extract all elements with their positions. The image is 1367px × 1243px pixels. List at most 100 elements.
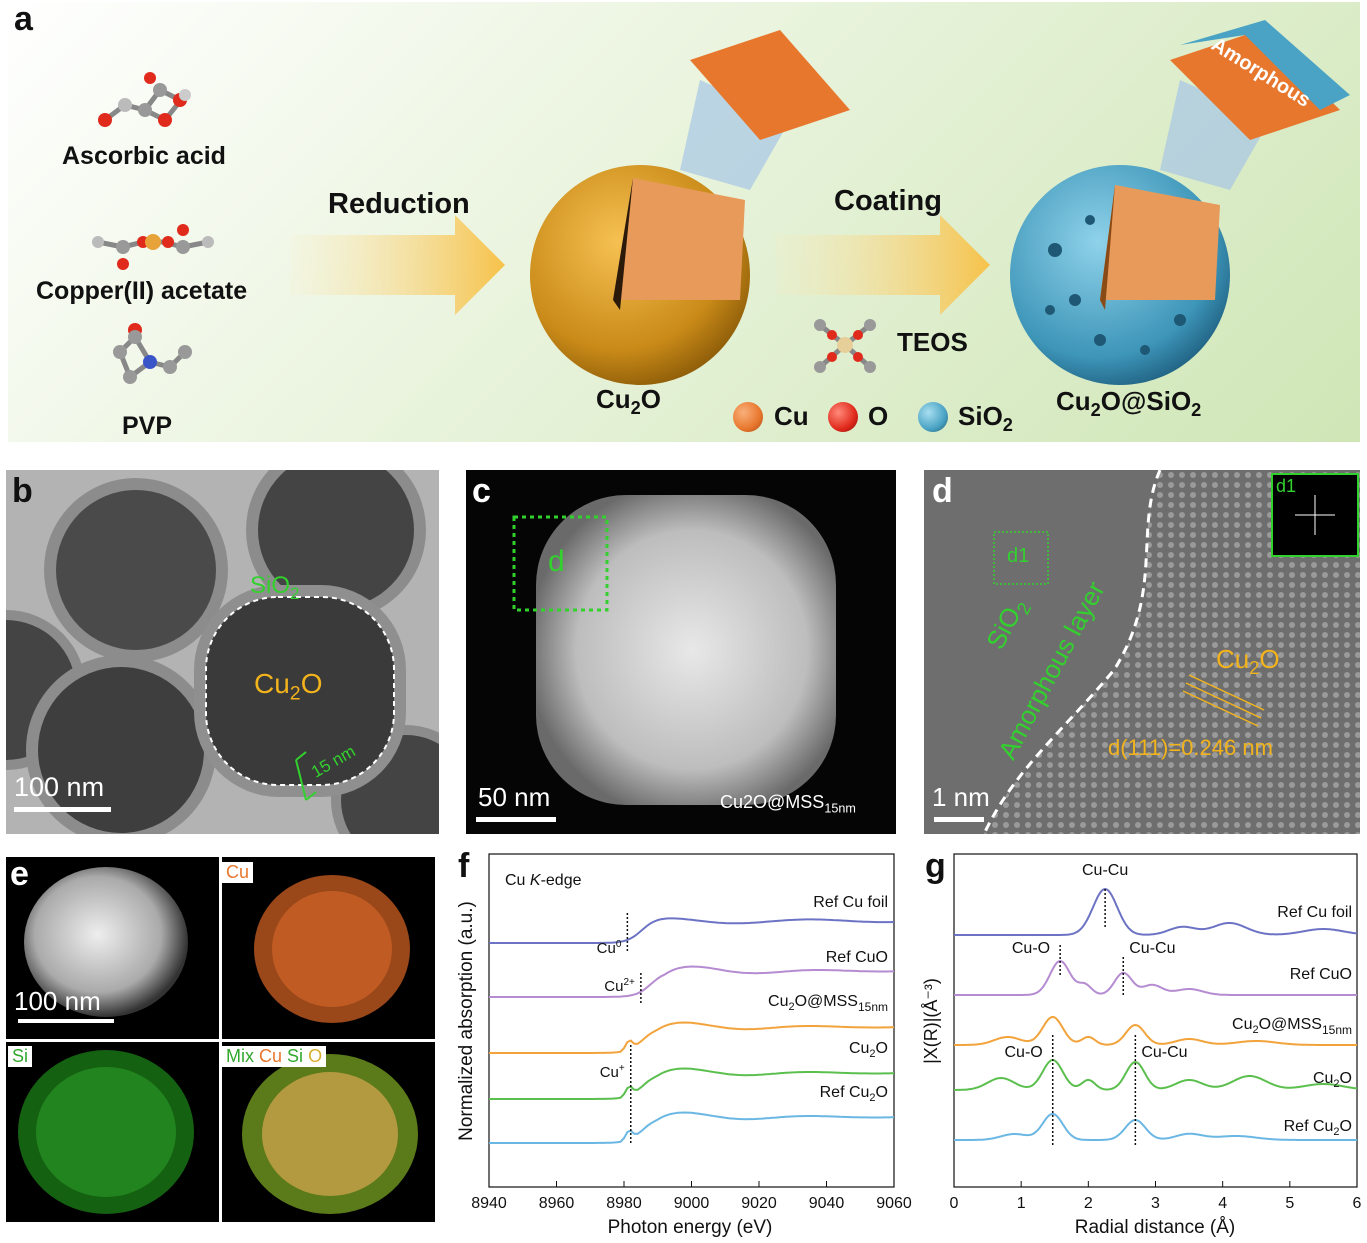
chart-f-series-label: Ref Cu2O xyxy=(820,1084,888,1104)
eds-mix-legend: Mix Cu Si O xyxy=(222,1046,327,1067)
label-cu2o-d: Cu2O xyxy=(1216,644,1280,679)
chart-f-xlabel: Photon energy (eV) xyxy=(608,1217,773,1238)
chart-g-series-label: Ref CuO xyxy=(1290,966,1352,983)
copper-acetate-molecule-icon xyxy=(92,224,214,270)
scalebar-b: 100 nm xyxy=(14,772,105,802)
legend-sio2: SiO2 xyxy=(958,401,1013,436)
chart-f-series-line xyxy=(489,1067,894,1100)
product-cu2o: Cu2O xyxy=(596,384,662,419)
caption-c: Cu2O@MSS15nm xyxy=(720,792,856,816)
pvp-molecule-icon xyxy=(113,323,192,384)
legend-o: O xyxy=(868,401,889,431)
panel-label-f: f xyxy=(458,847,470,885)
chart-f-xtick-label: 9060 xyxy=(876,1195,912,1212)
chart-f-series-line xyxy=(489,965,894,998)
chart-g-peak-label: Cu-O xyxy=(1012,940,1050,957)
chart-f-marker-label: Cu2+ xyxy=(604,977,635,995)
box-label-d: d xyxy=(548,545,565,578)
chart-g-peak-label: Cu-Cu xyxy=(1129,940,1175,957)
chart-f-xtick-label: 9040 xyxy=(809,1195,845,1212)
chart-g-xtick-label: 4 xyxy=(1218,1195,1227,1212)
inset-label-d1: d1 xyxy=(1276,476,1297,496)
chart-g-series-label: Ref Cu2O xyxy=(1284,1118,1352,1138)
legend-sio2-ball-icon xyxy=(918,402,948,432)
chart-f-marker-label: Cu0 xyxy=(597,939,622,957)
eds-haadf-tile xyxy=(6,857,219,1039)
chart-g-peak-label: Cu-Cu xyxy=(1082,862,1128,879)
scalebar-c: 50 nm xyxy=(478,782,551,812)
precursor-pvp: PVP xyxy=(122,412,173,440)
panel-label-b: b xyxy=(12,472,33,510)
eds-cu-map-tile xyxy=(222,857,435,1039)
reagent-teos: TEOS xyxy=(897,327,968,357)
panel-label-g: g xyxy=(925,847,946,885)
chart-g-ylabel: |X(R)|(Å⁻³) xyxy=(921,978,941,1064)
chart-f-marker-label: Cu+ xyxy=(600,1063,625,1081)
eds-si-label: Si xyxy=(8,1046,33,1067)
eds-cu-label: Cu xyxy=(222,862,254,883)
cu2o-sio2-sphere-icon xyxy=(1010,165,1230,385)
panel-label-e: e xyxy=(10,855,29,893)
legend-o-ball-icon xyxy=(828,402,858,432)
amorphous-lattice-inset-icon: Amorphous xyxy=(1160,20,1350,190)
teos-molecule-icon xyxy=(814,319,876,373)
panel-label-a: a xyxy=(14,0,33,38)
chart-g-series-label: Cu2O@MSS15nm xyxy=(1232,1016,1352,1037)
coating-arrow-icon xyxy=(775,215,990,315)
chart-f-xanes: f Cu K-edge 8940 8960 8980 9000 9020 9040 9060… xyxy=(456,847,912,1238)
ascorbic-acid-molecule-icon xyxy=(98,72,191,127)
chart-f-note: Cu K-edge xyxy=(505,872,582,889)
chart-g-series-line xyxy=(954,888,1358,936)
chart-f-series-label: Ref Cu foil xyxy=(813,894,888,911)
chart-g-xtick-label: 1 xyxy=(1017,1195,1026,1212)
chart-g-xtick-label: 6 xyxy=(1353,1195,1362,1212)
chart-g-xtick-label: 3 xyxy=(1151,1195,1160,1212)
haadf-image-c xyxy=(466,470,896,834)
step-coating: Coating xyxy=(834,185,942,217)
chart-g-xtick-label: 2 xyxy=(1084,1195,1093,1212)
chart-f-series-label: Cu2O@MSS15nm xyxy=(768,993,888,1014)
chart-f-series-line xyxy=(489,917,895,944)
chart-g-series-label: Cu2O xyxy=(1313,1070,1352,1090)
hrtem-image-d xyxy=(924,470,1360,834)
chart-g-series-line xyxy=(954,1112,1357,1141)
eds-si-map-tile xyxy=(6,1042,219,1222)
panel-label-c: c xyxy=(472,472,491,510)
chart-f-xtick-label: 9020 xyxy=(741,1195,777,1212)
cu2o-sphere-icon xyxy=(530,165,750,385)
precursor-ascorbic-acid: Ascorbic acid xyxy=(62,142,226,170)
chart-g-series-line xyxy=(954,1016,1357,1046)
label-cu2o-core: Cu2O xyxy=(254,668,323,705)
legend-cu: Cu xyxy=(774,401,809,431)
chart-f-series-label: Cu2O xyxy=(849,1040,888,1060)
label-d111-spacing: d(111)=0.246 nm xyxy=(1108,735,1273,760)
chart-g-xtick-label: 0 xyxy=(950,1195,959,1212)
eds-mix-map-tile xyxy=(222,1042,435,1222)
chart-f-series-line xyxy=(489,1111,894,1144)
reduction-arrow-icon xyxy=(290,215,505,315)
cu-lattice-inset-icon xyxy=(680,30,850,190)
chart-f-xtick-label: 8940 xyxy=(471,1195,507,1212)
label-sio2-shell: SiO2 xyxy=(250,572,300,603)
product-cu2o-sio2: Cu2O@SiO2 xyxy=(1056,386,1202,421)
chart-f-series-label: Ref CuO xyxy=(826,949,888,966)
chart-f-ylabel: Normalized absorption (a.u.) xyxy=(456,901,477,1141)
chart-g-series-line xyxy=(954,1059,1358,1091)
chart-f-xtick-label: 8960 xyxy=(539,1195,575,1212)
chart-g-series-line xyxy=(954,959,1357,996)
chart-f-xtick-label: 9000 xyxy=(674,1195,710,1212)
chart-g-series-label: Ref Cu foil xyxy=(1277,904,1352,921)
step-reduction: Reduction xyxy=(328,188,470,220)
scalebar-e: 100 nm xyxy=(14,986,101,1016)
chart-g-peak-label: Cu-Cu xyxy=(1141,1044,1187,1061)
chart-g-xtick-label: 5 xyxy=(1285,1195,1294,1212)
tem-image-b xyxy=(6,470,439,834)
box-label-d1: d1 xyxy=(1007,545,1030,567)
legend-cu-ball-icon xyxy=(733,402,763,432)
chart-f-xtick-label: 8980 xyxy=(606,1195,642,1212)
precursor-copper-acetate: Copper(II) acetate xyxy=(36,277,248,305)
chart-g-exafs: g 0 1 2 3 4 5 6 Ref Cu foil Ref CuO Cu2O@MSS15nm… xyxy=(921,847,1362,1238)
panel-label-d: d xyxy=(932,472,953,510)
chart-g-xlabel: Radial distance (Å) xyxy=(1075,1217,1236,1238)
chart-g-peak-label: Cu-O xyxy=(1005,1044,1043,1061)
